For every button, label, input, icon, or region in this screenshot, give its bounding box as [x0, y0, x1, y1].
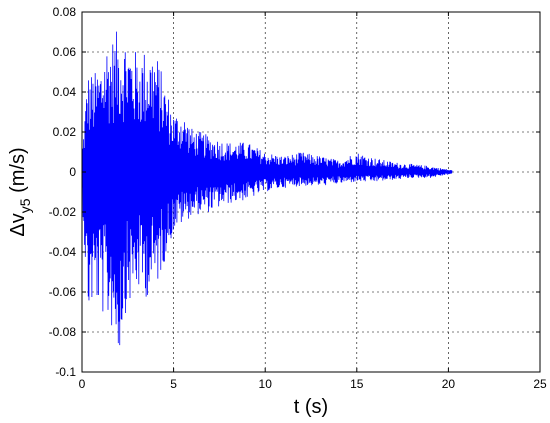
x-tick-label: 5	[170, 377, 177, 391]
x-tick-label: 25	[533, 377, 547, 391]
y-tick-label: 0.08	[53, 5, 77, 19]
y-tick-label: -0.1	[55, 365, 76, 379]
y-tick-label: 0.06	[53, 45, 77, 59]
y-tick-label: 0.04	[53, 85, 77, 99]
plot-border	[81, 11, 541, 373]
y-tick-label: -0.04	[49, 245, 77, 259]
y-tick-label: -0.08	[49, 325, 77, 339]
y-tick-label: -0.06	[49, 285, 77, 299]
y-axis-label: Δvy5 (m/s)	[7, 147, 33, 236]
y-tick-label: 0.02	[53, 125, 77, 139]
series-layer	[81, 31, 453, 346]
y-axis-label-subscript: y5	[17, 198, 33, 213]
x-tick-label: 15	[350, 377, 364, 391]
series-line-dvy5	[81, 31, 453, 346]
y-axis-label-prefix: Δv	[7, 213, 29, 236]
x-tick-label: 10	[259, 377, 273, 391]
x-axis-label: t (s)	[294, 396, 328, 418]
tick-layer: 0 5 10 15 20 25 0.08 0.06 0.04 0.02 0 -0.02 -0.04 -0.…	[49, 5, 547, 391]
y-tick-label: 0	[69, 165, 76, 179]
x-tick-label: 0	[79, 377, 86, 391]
x-tick-label: 20	[442, 377, 456, 391]
y-tick-label: -0.02	[49, 205, 77, 219]
y-axis-label-suffix: (m/s)	[7, 147, 29, 198]
